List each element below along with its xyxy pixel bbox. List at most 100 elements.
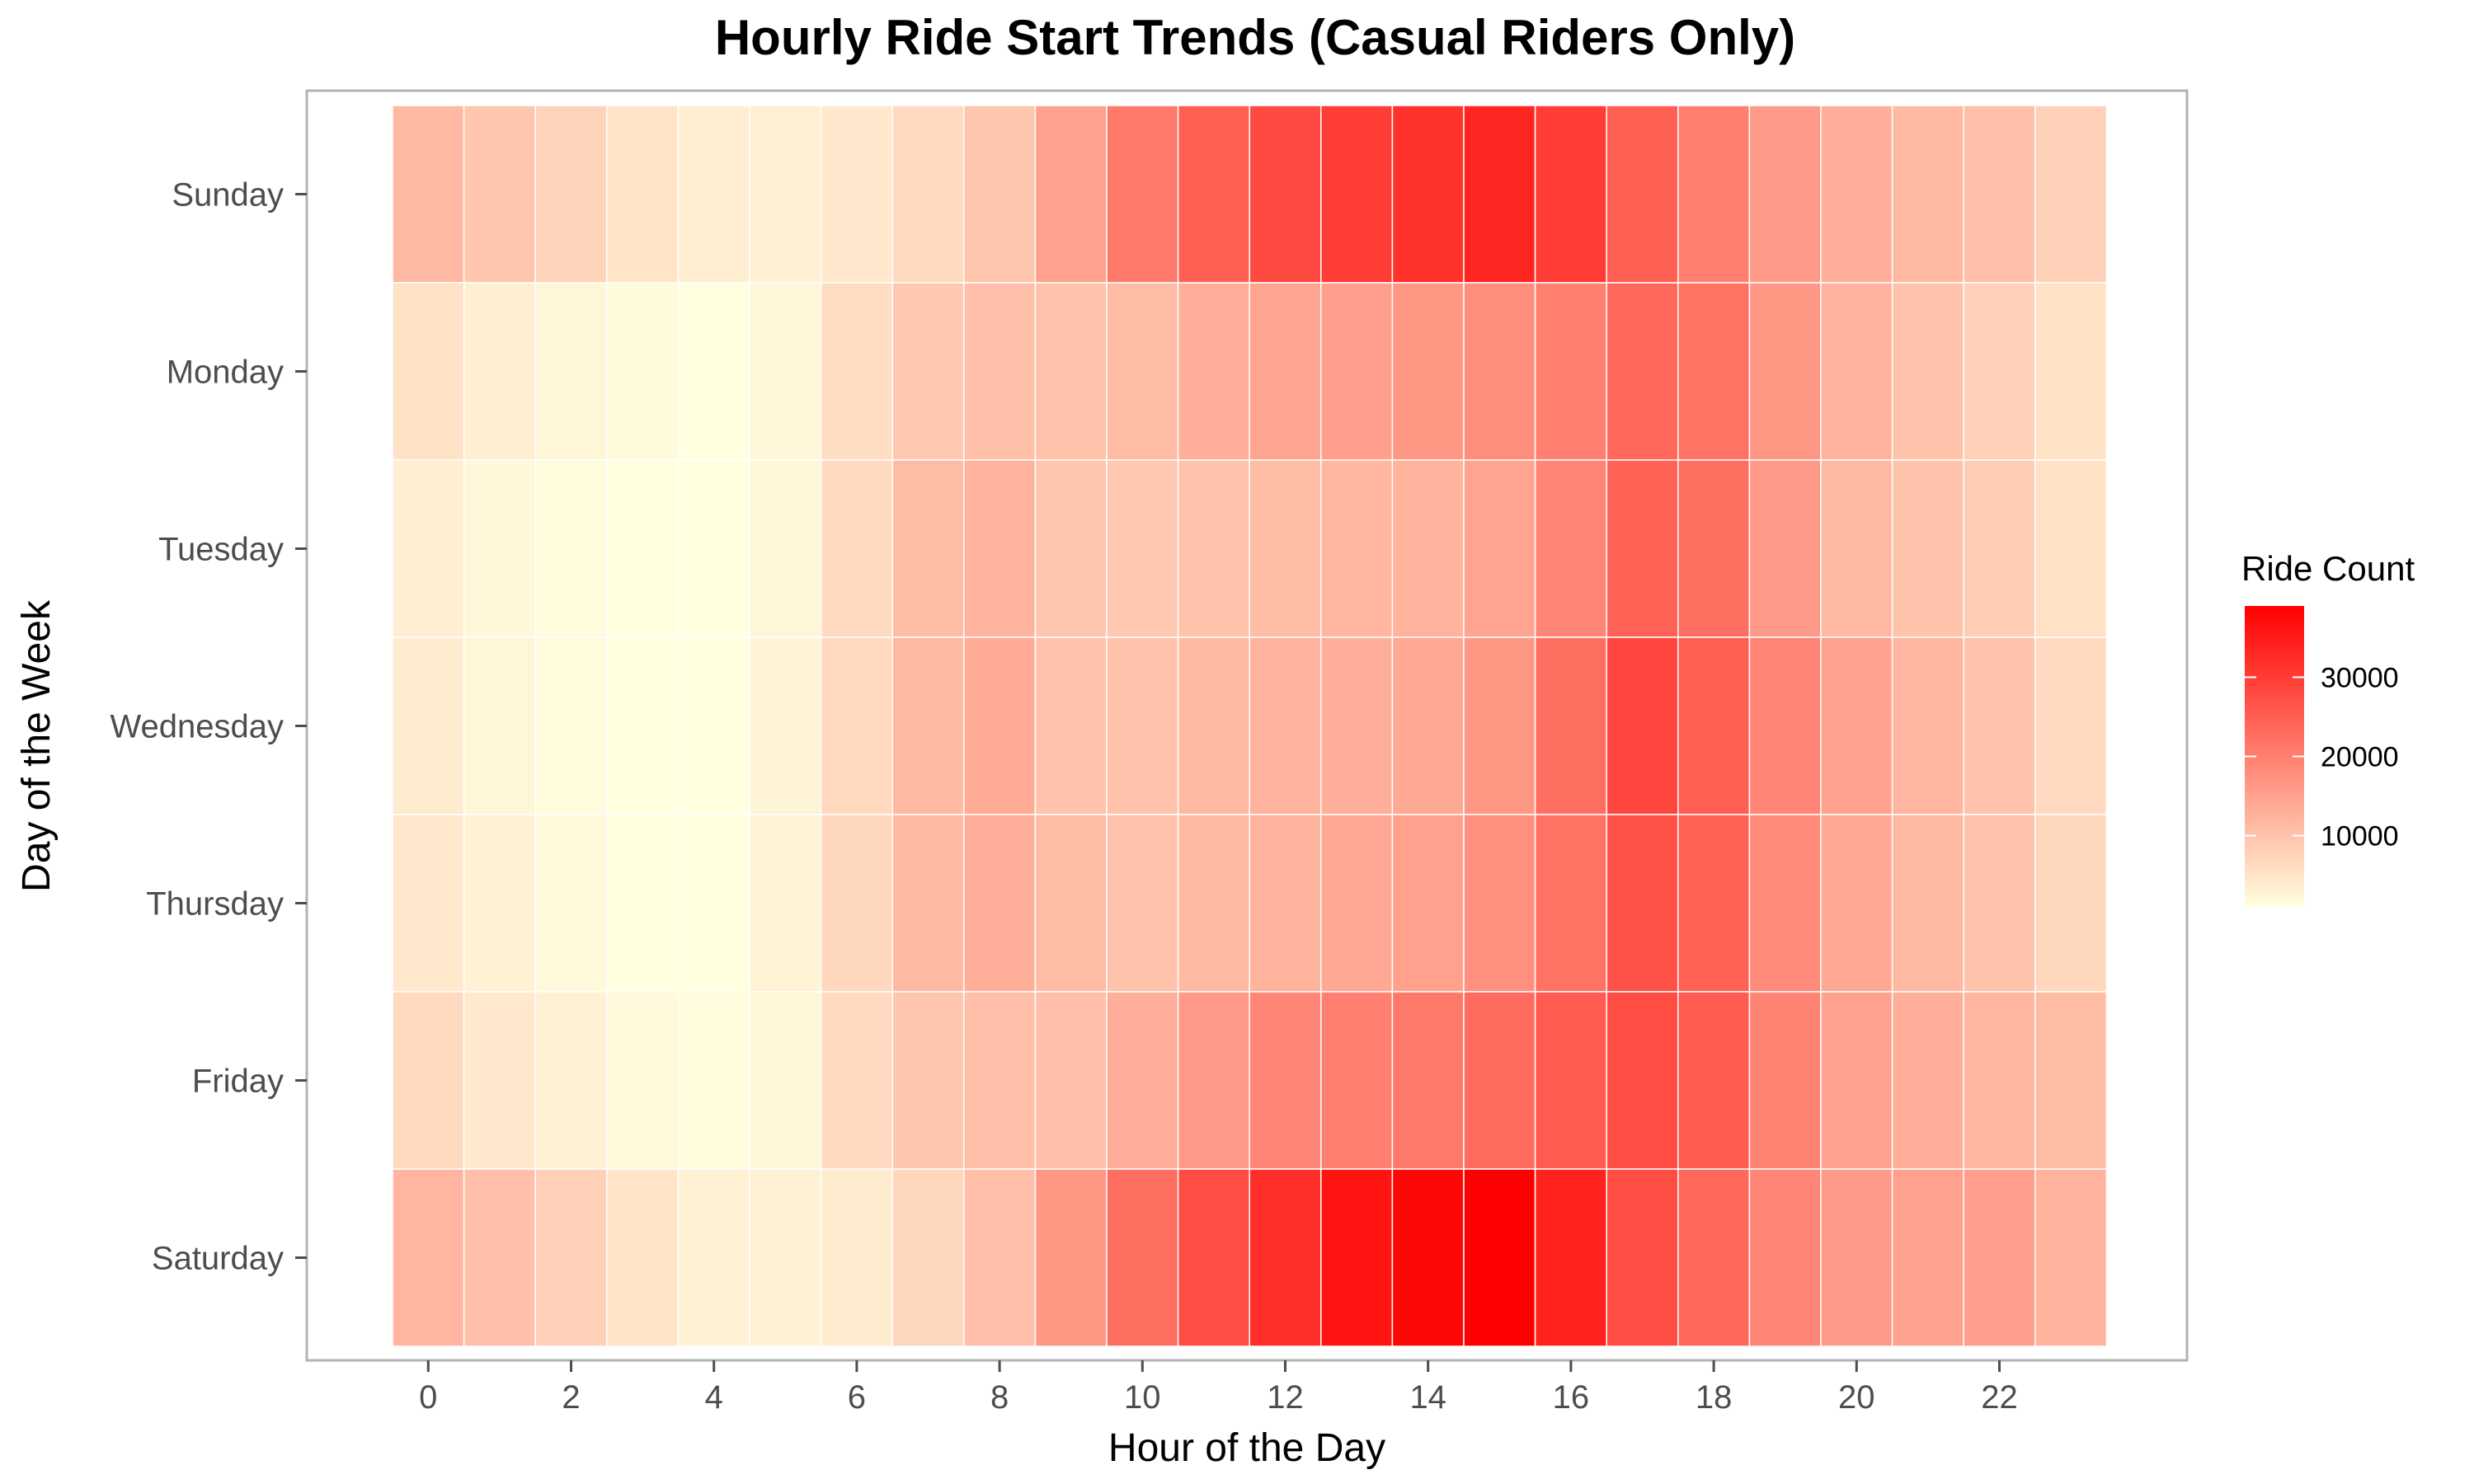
heatmap-cell-tuesday-0 bbox=[392, 459, 465, 638]
heatmap-cell-sunday-9 bbox=[1034, 105, 1108, 284]
heatmap-cell-tuesday-23 bbox=[2034, 459, 2108, 638]
heatmap-cell-thursday-16 bbox=[1534, 814, 1607, 993]
heatmap-cell-tuesday-1 bbox=[463, 459, 536, 638]
heatmap-cell-friday-16 bbox=[1534, 991, 1607, 1170]
heatmap-cell-saturday-1 bbox=[463, 1168, 536, 1347]
heatmap-cell-sunday-12 bbox=[1249, 105, 1322, 284]
heatmap-cell-thursday-17 bbox=[1606, 814, 1679, 993]
heatmap-cell-friday-5 bbox=[749, 991, 822, 1170]
heatmap-cell-monday-3 bbox=[606, 282, 680, 461]
heatmap-cell-tuesday-14 bbox=[1391, 459, 1465, 638]
heatmap-cell-friday-0 bbox=[392, 991, 465, 1170]
heatmap-cell-tuesday-8 bbox=[963, 459, 1037, 638]
heatmap-cell-tuesday-13 bbox=[1320, 459, 1394, 638]
y-axis: Sunday Monday Tuesday Wednesday Thursday Frid… bbox=[110, 177, 307, 1277]
chart-title: Hourly Ride Start Trends (Casual Riders … bbox=[715, 10, 1795, 65]
heatmap-cell-sunday-3 bbox=[606, 105, 680, 284]
heatmap-cell-tuesday-2 bbox=[534, 459, 608, 638]
heatmap-cell-wednesday-16 bbox=[1534, 636, 1607, 815]
x-tick-label: 4 bbox=[705, 1379, 723, 1416]
y-axis-title: Day of the Week bbox=[15, 599, 59, 892]
heatmap-cell-friday-23 bbox=[2034, 991, 2108, 1170]
heatmap-cell-monday-13 bbox=[1320, 282, 1394, 461]
heatmap-cell-tuesday-16 bbox=[1534, 459, 1607, 638]
heatmap-cell-monday-0 bbox=[392, 282, 465, 461]
heatmap-cell-thursday-1 bbox=[463, 814, 536, 993]
heatmap-cell-saturday-8 bbox=[963, 1168, 1037, 1347]
heatmap-cell-monday-4 bbox=[677, 282, 750, 461]
heatmap-cell-monday-6 bbox=[820, 282, 893, 461]
heatmap-cell-wednesday-14 bbox=[1391, 636, 1465, 815]
heatmap-cell-saturday-3 bbox=[606, 1168, 680, 1347]
heatmap-cell-wednesday-15 bbox=[1463, 636, 1536, 815]
legend-title: Ride Count bbox=[2241, 549, 2415, 588]
heatmap-cell-friday-2 bbox=[534, 991, 608, 1170]
heatmap-cell-saturday-15 bbox=[1463, 1168, 1536, 1347]
heatmap-cell-friday-11 bbox=[1177, 991, 1250, 1170]
x-axis-title: Hour of the Day bbox=[1108, 1426, 1385, 1470]
heatmap-cell-wednesday-12 bbox=[1249, 636, 1322, 815]
heatmap-cell-monday-16 bbox=[1534, 282, 1607, 461]
heatmap-cell-thursday-23 bbox=[2034, 814, 2108, 993]
heatmap-cell-saturday-16 bbox=[1534, 1168, 1607, 1347]
legend-label: 10000 bbox=[2321, 821, 2399, 852]
heatmap-cell-tuesday-21 bbox=[1891, 459, 1964, 638]
heatmap-cell-wednesday-5 bbox=[749, 636, 822, 815]
heatmap-cell-saturday-17 bbox=[1606, 1168, 1679, 1347]
heatmap-cell-sunday-22 bbox=[1963, 105, 2036, 284]
heatmap-cell-wednesday-22 bbox=[1963, 636, 2036, 815]
heatmap-cell-sunday-1 bbox=[463, 105, 536, 284]
heatmap-cell-thursday-6 bbox=[820, 814, 893, 993]
heatmap-cell-sunday-21 bbox=[1891, 105, 1964, 284]
heatmap-cell-saturday-10 bbox=[1106, 1168, 1179, 1347]
heatmap-cell-friday-13 bbox=[1320, 991, 1394, 1170]
heatmap-tiles bbox=[392, 105, 2108, 1347]
heatmap-cell-friday-20 bbox=[1820, 991, 1893, 1170]
heatmap-cell-saturday-20 bbox=[1820, 1168, 1893, 1347]
heatmap-cell-wednesday-11 bbox=[1177, 636, 1250, 815]
heatmap-cell-monday-14 bbox=[1391, 282, 1465, 461]
heatmap-cell-tuesday-7 bbox=[891, 459, 965, 638]
heatmap-cell-friday-1 bbox=[463, 991, 536, 1170]
heatmap-cell-wednesday-21 bbox=[1891, 636, 1964, 815]
heatmap-cell-sunday-23 bbox=[2034, 105, 2108, 284]
heatmap-cell-wednesday-19 bbox=[1748, 636, 1822, 815]
heatmap-cell-thursday-19 bbox=[1748, 814, 1822, 993]
heatmap-cell-sunday-11 bbox=[1177, 105, 1250, 284]
heatmap-cell-monday-1 bbox=[463, 282, 536, 461]
heatmap-cell-sunday-18 bbox=[1677, 105, 1751, 284]
heatmap-cell-friday-7 bbox=[891, 991, 965, 1170]
heatmap-cell-thursday-2 bbox=[534, 814, 608, 993]
x-tick-label: 2 bbox=[562, 1379, 580, 1416]
x-tick-label: 12 bbox=[1267, 1379, 1304, 1416]
y-tick-label-monday: Monday bbox=[167, 355, 284, 391]
heatmap-cell-tuesday-22 bbox=[1963, 459, 2036, 638]
heatmap-cell-thursday-10 bbox=[1106, 814, 1179, 993]
heatmap-cell-wednesday-8 bbox=[963, 636, 1037, 815]
heatmap-cell-wednesday-17 bbox=[1606, 636, 1679, 815]
heatmap-cell-friday-12 bbox=[1249, 991, 1322, 1170]
heatmap-cell-monday-20 bbox=[1820, 282, 1893, 461]
heatmap-cell-tuesday-3 bbox=[606, 459, 680, 638]
x-tick-label: 8 bbox=[990, 1379, 1009, 1416]
heatmap-cell-tuesday-5 bbox=[749, 459, 822, 638]
heatmap-cell-tuesday-4 bbox=[677, 459, 750, 638]
heatmap-cell-thursday-0 bbox=[392, 814, 465, 993]
y-tick-label-thursday: Thursday bbox=[146, 886, 284, 923]
heatmap-cell-saturday-9 bbox=[1034, 1168, 1108, 1347]
heatmap-cell-wednesday-1 bbox=[463, 636, 536, 815]
legend-label: 30000 bbox=[2321, 662, 2399, 693]
heatmap-cell-saturday-0 bbox=[392, 1168, 465, 1347]
heatmap-cell-saturday-11 bbox=[1177, 1168, 1250, 1347]
heatmap-cell-monday-8 bbox=[963, 282, 1037, 461]
heatmap-cell-friday-10 bbox=[1106, 991, 1179, 1170]
heatmap-cell-saturday-18 bbox=[1677, 1168, 1751, 1347]
x-tick-label: 18 bbox=[1696, 1379, 1733, 1416]
y-tick-label-saturday: Saturday bbox=[152, 1241, 284, 1277]
legend-ticks: 10000 20000 30000 bbox=[2245, 662, 2399, 852]
heatmap-cell-wednesday-3 bbox=[606, 636, 680, 815]
heatmap-cell-sunday-16 bbox=[1534, 105, 1607, 284]
heatmap-cell-saturday-2 bbox=[534, 1168, 608, 1347]
heatmap-cell-tuesday-15 bbox=[1463, 459, 1536, 638]
heatmap-cell-thursday-9 bbox=[1034, 814, 1108, 993]
